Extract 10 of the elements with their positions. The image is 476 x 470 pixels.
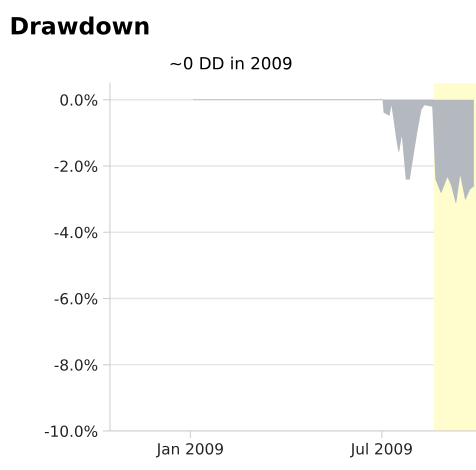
y-tick-label: -8.0%	[54, 359, 98, 371]
chart-subtitle: ~0 DD in 2009	[170, 56, 292, 70]
y-tick-label: -10.0%	[44, 425, 98, 438]
y-tick-label: -4.0%	[54, 226, 98, 238]
y-tick-label: 0.0%	[60, 94, 98, 106]
x-tick-label: Jul 2009	[350, 442, 412, 458]
x-tick-label: Jan 2009	[156, 443, 223, 458]
y-tick-label: -2.0%	[54, 160, 98, 172]
y-tick-label: -6.0%	[54, 292, 98, 305]
chart-title: Drawdown	[12, 16, 148, 35]
